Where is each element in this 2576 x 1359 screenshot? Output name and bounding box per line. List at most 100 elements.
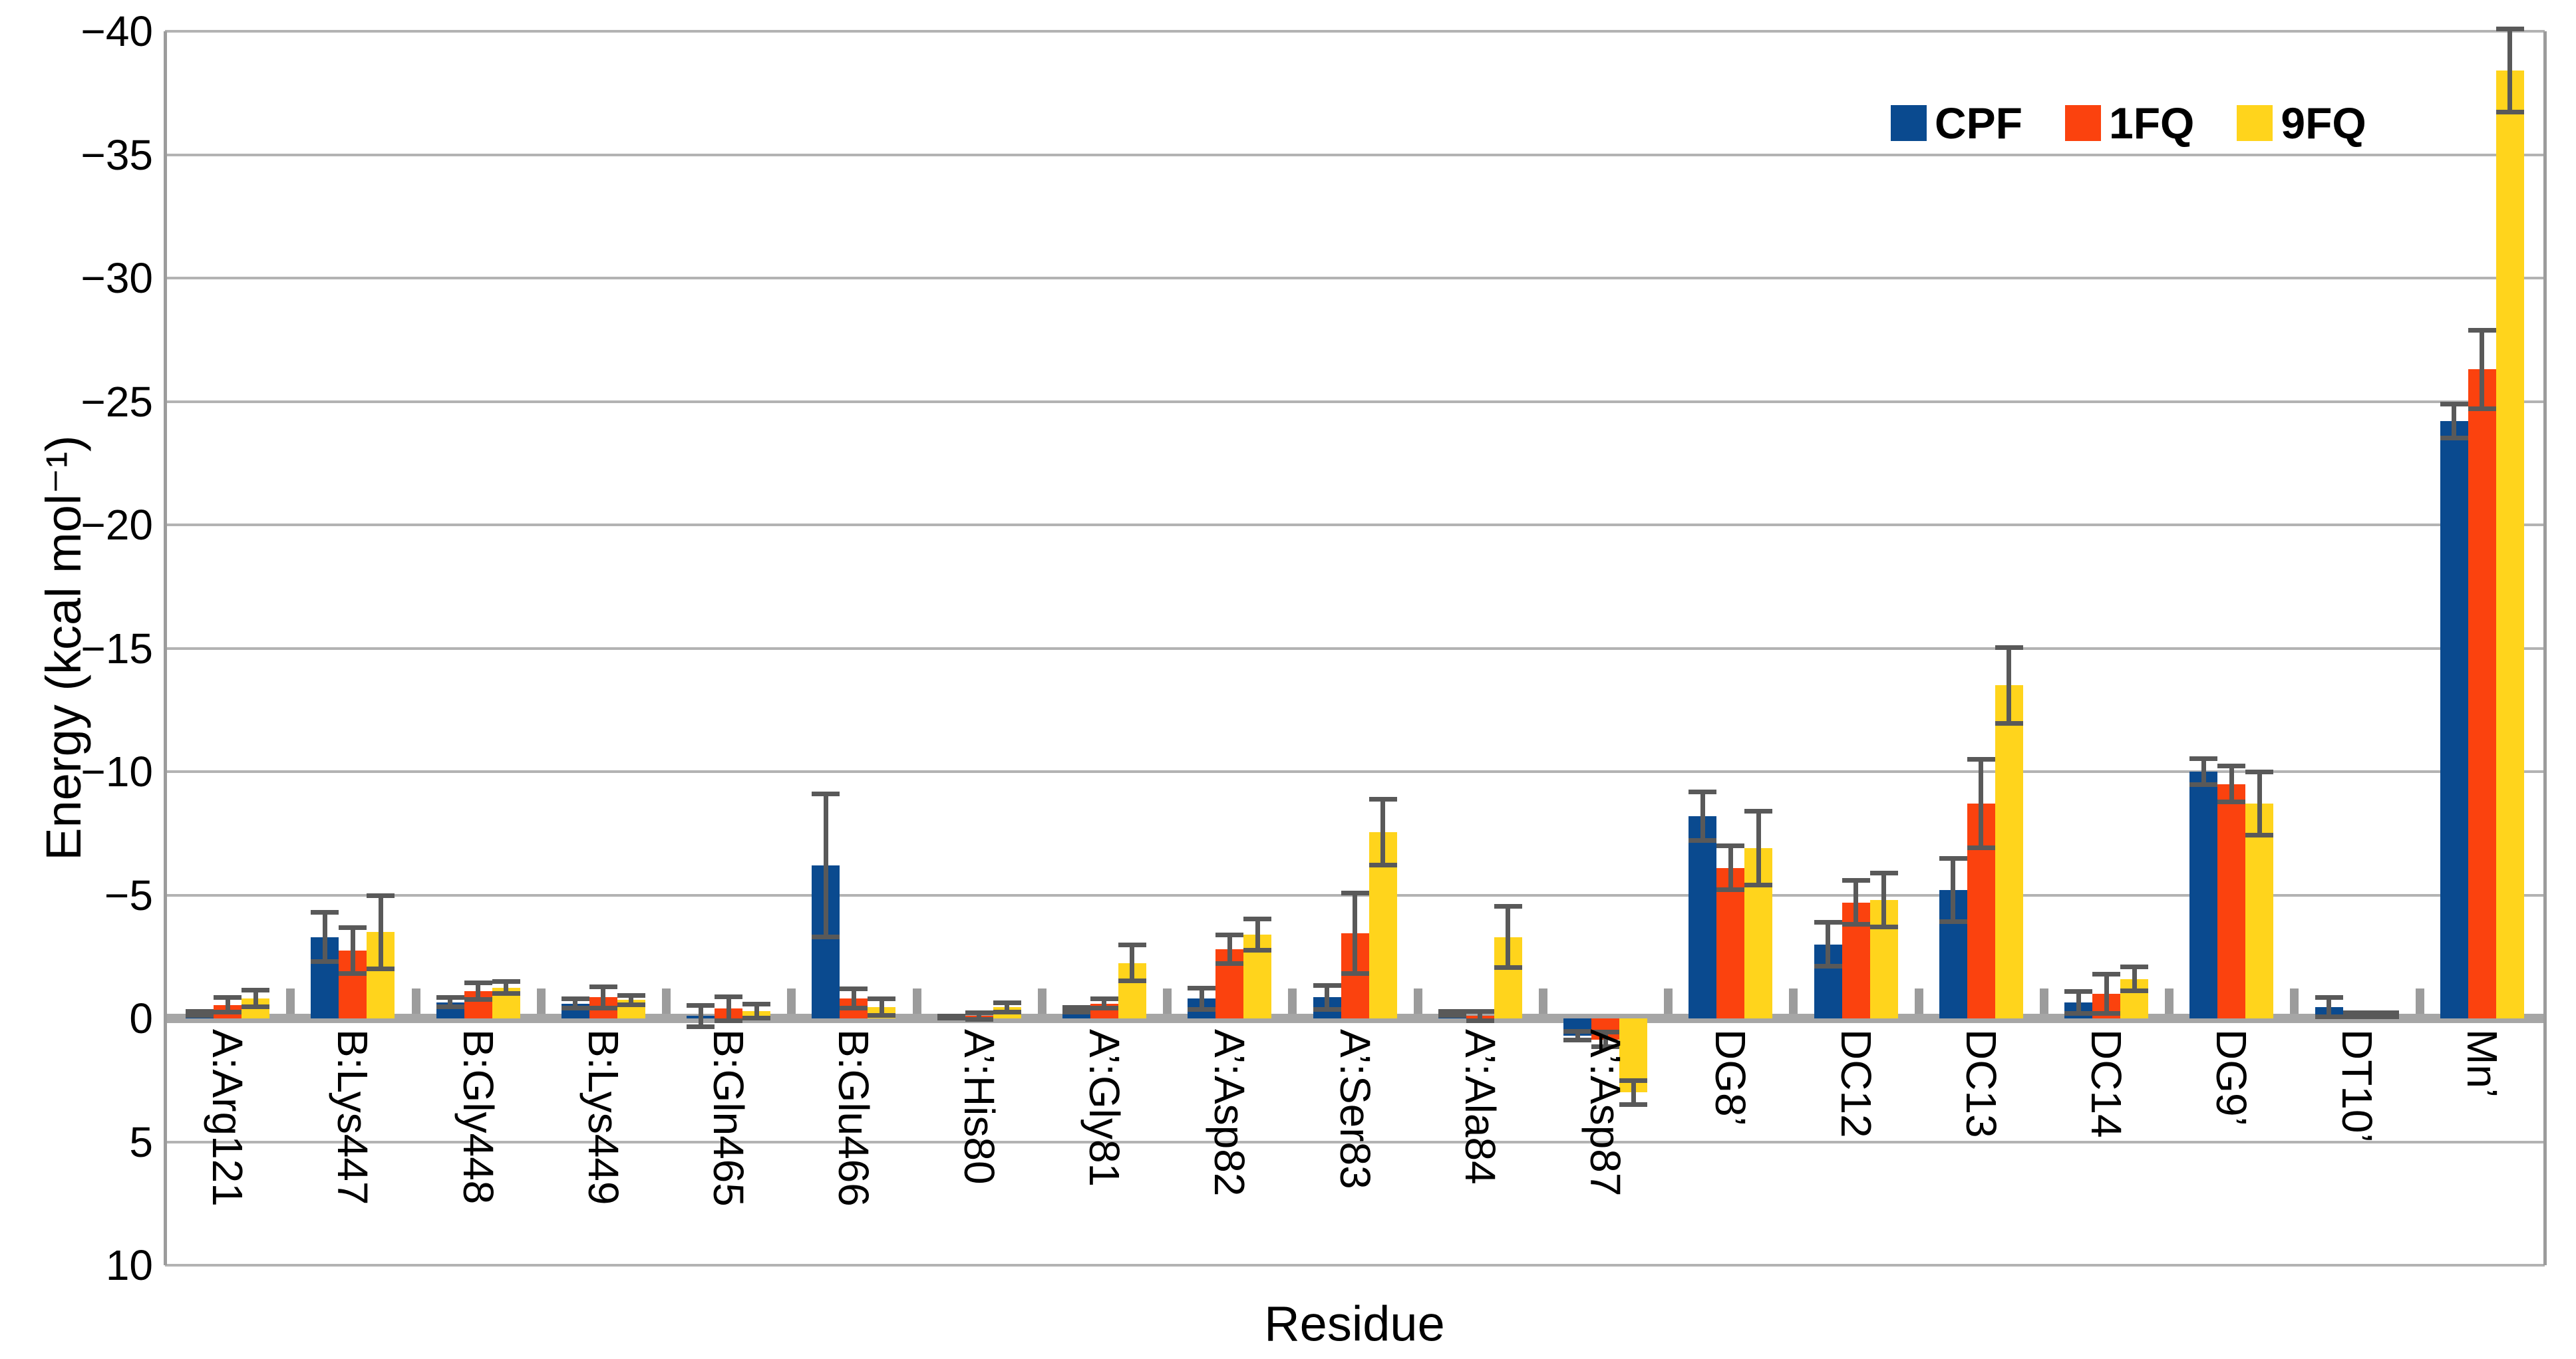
error-bar-cap <box>965 1010 993 1015</box>
error-bar-cap <box>1438 1013 1466 1018</box>
category-label: DG8’ <box>1706 1029 1755 1126</box>
x-axis-title: Residue <box>1264 1296 1445 1352</box>
error-bar-cap <box>561 1006 589 1011</box>
error-bar-cap <box>1313 1007 1341 1012</box>
error-bar-CPF-DC13 <box>1951 857 1956 923</box>
x-tick <box>1664 988 1673 1014</box>
error-bar-cap <box>1716 887 1745 893</box>
error-bar-cap <box>1494 965 1522 970</box>
legend-swatch-9fq <box>2237 105 2273 141</box>
bar-1FQ-DG8’ <box>1716 867 1745 1018</box>
x-tick <box>1288 988 1297 1014</box>
legend-item-cpf: CPF <box>1891 101 2022 145</box>
legend-label-9fq: 9FQ <box>2281 98 2366 148</box>
error-bar-9FQ-A’:His80 <box>1005 1002 1010 1012</box>
error-bar-cap <box>993 1000 1021 1005</box>
error-bar-cap <box>1313 982 1341 988</box>
y-tick-label: −15 <box>80 624 153 673</box>
error-bar-9FQ-DC13 <box>2007 647 2012 724</box>
category-label: DG9’ <box>2207 1029 2256 1126</box>
error-bar-cap <box>2064 989 2093 994</box>
error-bar-9FQ-B:Gln465 <box>754 1003 759 1018</box>
error-bar-cap <box>1939 855 1967 861</box>
error-bar-cap <box>186 1008 214 1014</box>
error-bar-CPF-DC14 <box>2076 991 2081 1014</box>
y-tick-label: 0 <box>129 994 153 1042</box>
bar-CPF-DG9’ <box>2189 772 2218 1018</box>
error-bar-cap <box>1563 1028 1592 1034</box>
error-bar-cap <box>1188 1007 1216 1012</box>
gridline <box>165 1140 2545 1143</box>
error-bar-1FQ-A’:Gly81 <box>1102 998 1107 1009</box>
error-bar-CPF-A’:Ser83 <box>1325 984 1329 1010</box>
error-bar-1FQ-A’:Ala84 <box>1478 1010 1483 1021</box>
error-bar-cap <box>1995 720 2023 726</box>
error-bar-1FQ-B:Gln465 <box>726 996 731 1021</box>
error-bar-cap <box>1967 757 1995 762</box>
category-label: A’:Asp82 <box>1206 1029 1254 1197</box>
error-bar-cap <box>937 1016 965 1020</box>
gridline <box>165 770 2545 773</box>
error-bar-cap <box>715 1018 743 1023</box>
gridline <box>165 277 2545 279</box>
error-bar-cap <box>812 934 840 939</box>
x-tick <box>2165 988 2174 1014</box>
error-bar-cap <box>2370 1010 2399 1015</box>
gridline <box>165 1264 2545 1267</box>
error-bar-cap <box>2189 782 2218 788</box>
error-bar-1FQ-A’:Asp87 <box>1603 1032 1608 1047</box>
error-bar-CPF-DT10’ <box>2327 997 2332 1018</box>
error-bar-cap <box>1619 1102 1648 1107</box>
error-bar-cap <box>1939 919 1967 925</box>
error-bar-1FQ-B:Lys447 <box>350 927 355 975</box>
error-bar-9FQ-A:Arg121 <box>253 990 258 1008</box>
x-tick <box>2039 988 2048 1014</box>
category-label: A’:Ser83 <box>1331 1029 1379 1189</box>
x-tick <box>1914 988 1923 1014</box>
gridline <box>165 30 2545 33</box>
error-bar-cap <box>339 925 367 930</box>
error-bar-cap <box>2245 833 2274 838</box>
x-tick <box>1789 988 1798 1014</box>
error-bar-9FQ-A’:Asp87 <box>1631 1080 1636 1105</box>
error-bar-cap <box>186 1013 214 1018</box>
error-bar-cap <box>2468 327 2496 333</box>
x-tick <box>2290 988 2299 1014</box>
error-bar-cap <box>1062 1009 1090 1014</box>
error-bar-9FQ-A’:Gly81 <box>1130 944 1135 982</box>
error-bar-cap <box>2120 988 2149 994</box>
error-bar-CPF-DG8’ <box>1700 791 1705 841</box>
y-tick-label: 10 <box>105 1241 153 1289</box>
error-bar-cap <box>1494 904 1522 909</box>
error-bar-9FQ-DG8’ <box>1756 811 1761 885</box>
error-bar-CPF-B:Gln465 <box>698 1004 703 1027</box>
error-bar-cap <box>1869 871 1898 876</box>
category-label: DC14 <box>2082 1029 2131 1138</box>
error-bar-CPF-DG9’ <box>2201 758 2206 786</box>
error-bar-1FQ-B:Glu466 <box>851 988 856 1009</box>
category-label: Mn’ <box>2458 1029 2506 1098</box>
x-tick <box>787 988 796 1014</box>
error-bar-cap <box>2217 800 2246 805</box>
error-bar-cap <box>715 994 743 999</box>
y-tick-label: −5 <box>104 871 153 919</box>
error-bar-cap <box>868 1013 896 1018</box>
error-bar-cap <box>1591 1030 1620 1035</box>
error-bar-cap <box>2496 110 2524 115</box>
error-bar-cap <box>367 966 395 971</box>
error-bar-9FQ-DC14 <box>2132 967 2137 992</box>
error-bar-cap <box>2092 1010 2121 1016</box>
bar-1FQ-Mn’ <box>2468 369 2496 1018</box>
error-bar-cap <box>1090 996 1118 1002</box>
bar-CPF-Mn’ <box>2440 421 2468 1018</box>
error-bar-cap <box>2370 1014 2399 1020</box>
error-bar-9FQ-DG9’ <box>2257 772 2262 836</box>
error-bar-1FQ-A:Arg121 <box>225 997 230 1012</box>
error-bar-cap <box>687 1024 715 1029</box>
error-bar-cap <box>868 996 896 1002</box>
error-bar-cap <box>2468 406 2496 411</box>
error-bar-cap <box>1188 985 1216 990</box>
error-bar-cap <box>589 984 617 989</box>
error-bar-9FQ-A’:Ala84 <box>1506 906 1511 968</box>
x-tick <box>2415 988 2424 1014</box>
